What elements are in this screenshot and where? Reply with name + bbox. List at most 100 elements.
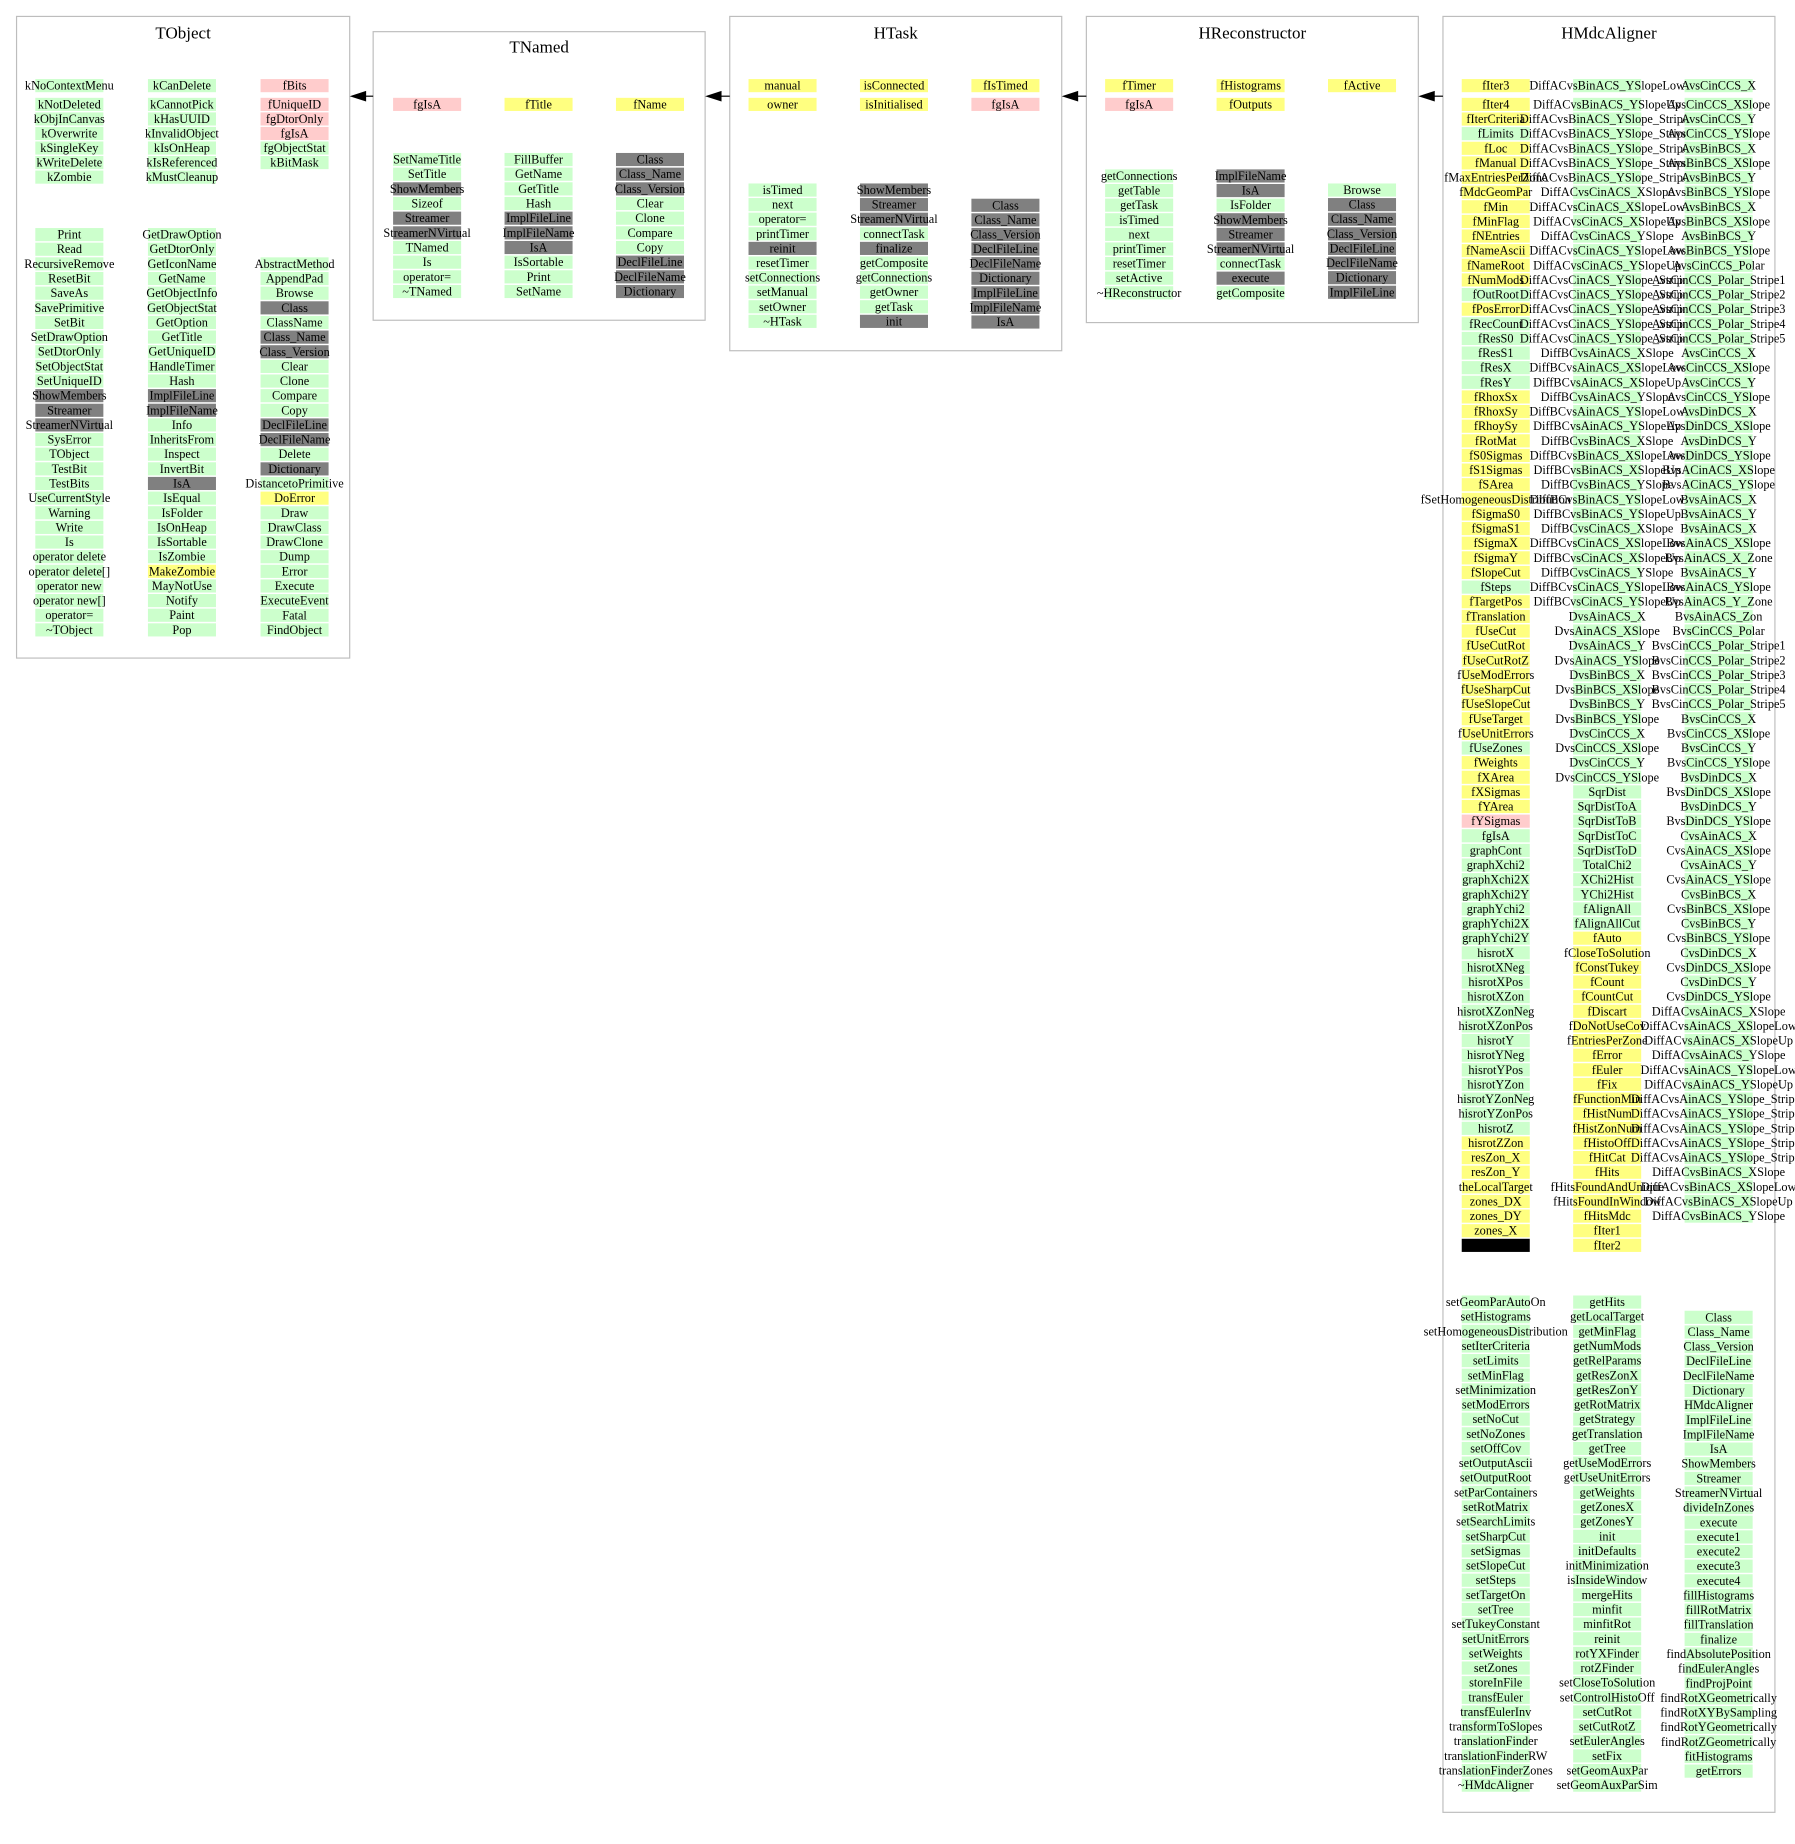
member-cell bbox=[1573, 1778, 1642, 1792]
member-name: getTask bbox=[1120, 198, 1159, 212]
member-name: DiffACvsBinACS_YSlope_Stripe5 bbox=[1520, 171, 1695, 185]
member-name: fMin bbox=[1483, 200, 1508, 214]
member-name: BvsCinCCS_Polar bbox=[1672, 624, 1764, 638]
member-name: manual bbox=[764, 79, 801, 93]
member-name: kNotDeleted bbox=[38, 97, 101, 111]
member-cell bbox=[1684, 1442, 1753, 1456]
member-cell bbox=[393, 152, 462, 167]
member-cell bbox=[35, 389, 104, 403]
member-cell bbox=[1328, 227, 1397, 241]
member-name: execute2 bbox=[1697, 1545, 1741, 1559]
member-cell bbox=[260, 491, 329, 505]
member-name: SetUniqueID bbox=[37, 374, 102, 388]
member-name: UseCurrentStyle bbox=[28, 491, 111, 505]
member-name: fIterCriteria bbox=[1466, 112, 1525, 126]
member-name: fTimer bbox=[1122, 79, 1156, 93]
member-cell bbox=[1573, 580, 1642, 594]
member-cell bbox=[1461, 390, 1530, 404]
member-cell bbox=[1573, 814, 1642, 828]
member-name: BvsCinCCS_Polar_Stripe5 bbox=[1652, 697, 1786, 711]
member-name: fgDtorOnly bbox=[266, 112, 324, 126]
class-node: HMdcAligner fIter3 fIter4fIterCriteriafLim… bbox=[1421, 15, 1795, 1813]
member-cell bbox=[260, 403, 329, 417]
member-name: fHistograms bbox=[1220, 79, 1281, 93]
member-cell bbox=[35, 242, 104, 256]
member-cell bbox=[260, 286, 329, 300]
member-cell bbox=[147, 315, 216, 330]
member-cell bbox=[1573, 931, 1642, 945]
member-name: fCount bbox=[1590, 975, 1625, 989]
member-cell bbox=[35, 623, 104, 637]
member-name: setHomogeneousDistribution bbox=[1424, 1324, 1568, 1338]
member-cell bbox=[260, 301, 329, 315]
member-cell bbox=[147, 550, 216, 564]
member-cell bbox=[1573, 1441, 1642, 1456]
member-cell bbox=[1573, 697, 1642, 711]
member-name: BvsAinACS_X_Zone bbox=[1665, 551, 1773, 565]
member-cell bbox=[260, 418, 329, 432]
member-name: getHits bbox=[1589, 1295, 1625, 1309]
member-name: Dictionary bbox=[624, 284, 677, 298]
member-cell bbox=[1684, 112, 1753, 126]
class-box bbox=[729, 15, 1063, 352]
member-name: fTitle bbox=[525, 97, 552, 111]
member-name: setZones bbox=[1474, 1661, 1518, 1675]
member-name: fAlignAll bbox=[1583, 902, 1631, 916]
member-cell bbox=[504, 97, 573, 111]
member-name: isInsideWindow bbox=[1567, 1573, 1647, 1587]
member-name: getComposite bbox=[860, 256, 929, 270]
member-cell bbox=[1573, 1368, 1642, 1382]
member-cell bbox=[1684, 405, 1753, 419]
member-name: kSingleKey bbox=[40, 141, 99, 155]
member-cell bbox=[1684, 580, 1753, 594]
member-name: DeclFileName bbox=[259, 433, 331, 447]
member-cell bbox=[859, 212, 928, 226]
member-cell bbox=[260, 535, 329, 549]
member-name: setCutRotZ bbox=[1579, 1720, 1636, 1734]
member-name: Read bbox=[57, 242, 82, 256]
member-cell bbox=[1684, 756, 1753, 770]
member-cell bbox=[1216, 169, 1285, 183]
member-name: getRelParams bbox=[1573, 1354, 1642, 1368]
member-name: getTable bbox=[1118, 184, 1161, 198]
member-name: BvsCinCCS_Polar_Stripe1 bbox=[1652, 639, 1786, 653]
member-name: DiffBCvsBinACS_XSlopeUp bbox=[1534, 463, 1681, 477]
member-name: DrawClone bbox=[266, 535, 323, 549]
member-cell bbox=[1461, 1559, 1530, 1573]
member-cell bbox=[1684, 1048, 1753, 1062]
member-cell bbox=[35, 520, 104, 534]
member-cell bbox=[1328, 198, 1397, 212]
member-cell bbox=[1461, 1238, 1530, 1252]
member-name: SqrDistToC bbox=[1578, 829, 1637, 843]
member-cell bbox=[1684, 814, 1753, 828]
member-cell bbox=[35, 126, 104, 141]
member-name: BvsCinCCS_XSlope bbox=[1667, 726, 1771, 740]
member-name: DvsAinACS_YSlope bbox=[1555, 653, 1661, 667]
member-name: AvsCinCCS_Polar_Stripe2 bbox=[1652, 288, 1786, 302]
member-cell bbox=[1684, 127, 1753, 141]
member-name: execute1 bbox=[1697, 1530, 1741, 1544]
member-name: DiffBCvsCinACS_XSlope bbox=[1541, 522, 1674, 536]
member-name: BvsDinDCS_YSlope bbox=[1666, 814, 1771, 828]
member-name: fHitCat bbox=[1589, 1151, 1626, 1165]
member-name: BvsAinACS_YSlope bbox=[1666, 580, 1771, 594]
member-cell bbox=[147, 491, 216, 505]
member-name: execute bbox=[1700, 1515, 1738, 1529]
member-cell bbox=[147, 359, 216, 373]
member-cell bbox=[971, 198, 1040, 212]
member-cell bbox=[615, 255, 685, 269]
member-cell bbox=[1573, 522, 1642, 536]
member-name: DiffBCvsCinACS_YSlopeLow bbox=[1530, 580, 1685, 594]
member-cell bbox=[1684, 931, 1753, 945]
member-cell bbox=[1328, 183, 1397, 197]
member-cell bbox=[748, 97, 817, 111]
member-cell bbox=[260, 433, 329, 447]
member-name: fDoNotUseCov bbox=[1569, 1019, 1647, 1033]
member-name: minfit bbox=[1592, 1602, 1623, 1616]
member-cell bbox=[1461, 1383, 1530, 1397]
member-name: fXSigmas bbox=[1471, 785, 1520, 799]
member-cell bbox=[1573, 97, 1642, 111]
member-name: DiffACvsCinACS_YSlope_Stripe1 bbox=[1520, 273, 1695, 287]
member-cell bbox=[35, 594, 104, 608]
member-name: BvsAinACS_Y_Zone bbox=[1665, 595, 1773, 609]
